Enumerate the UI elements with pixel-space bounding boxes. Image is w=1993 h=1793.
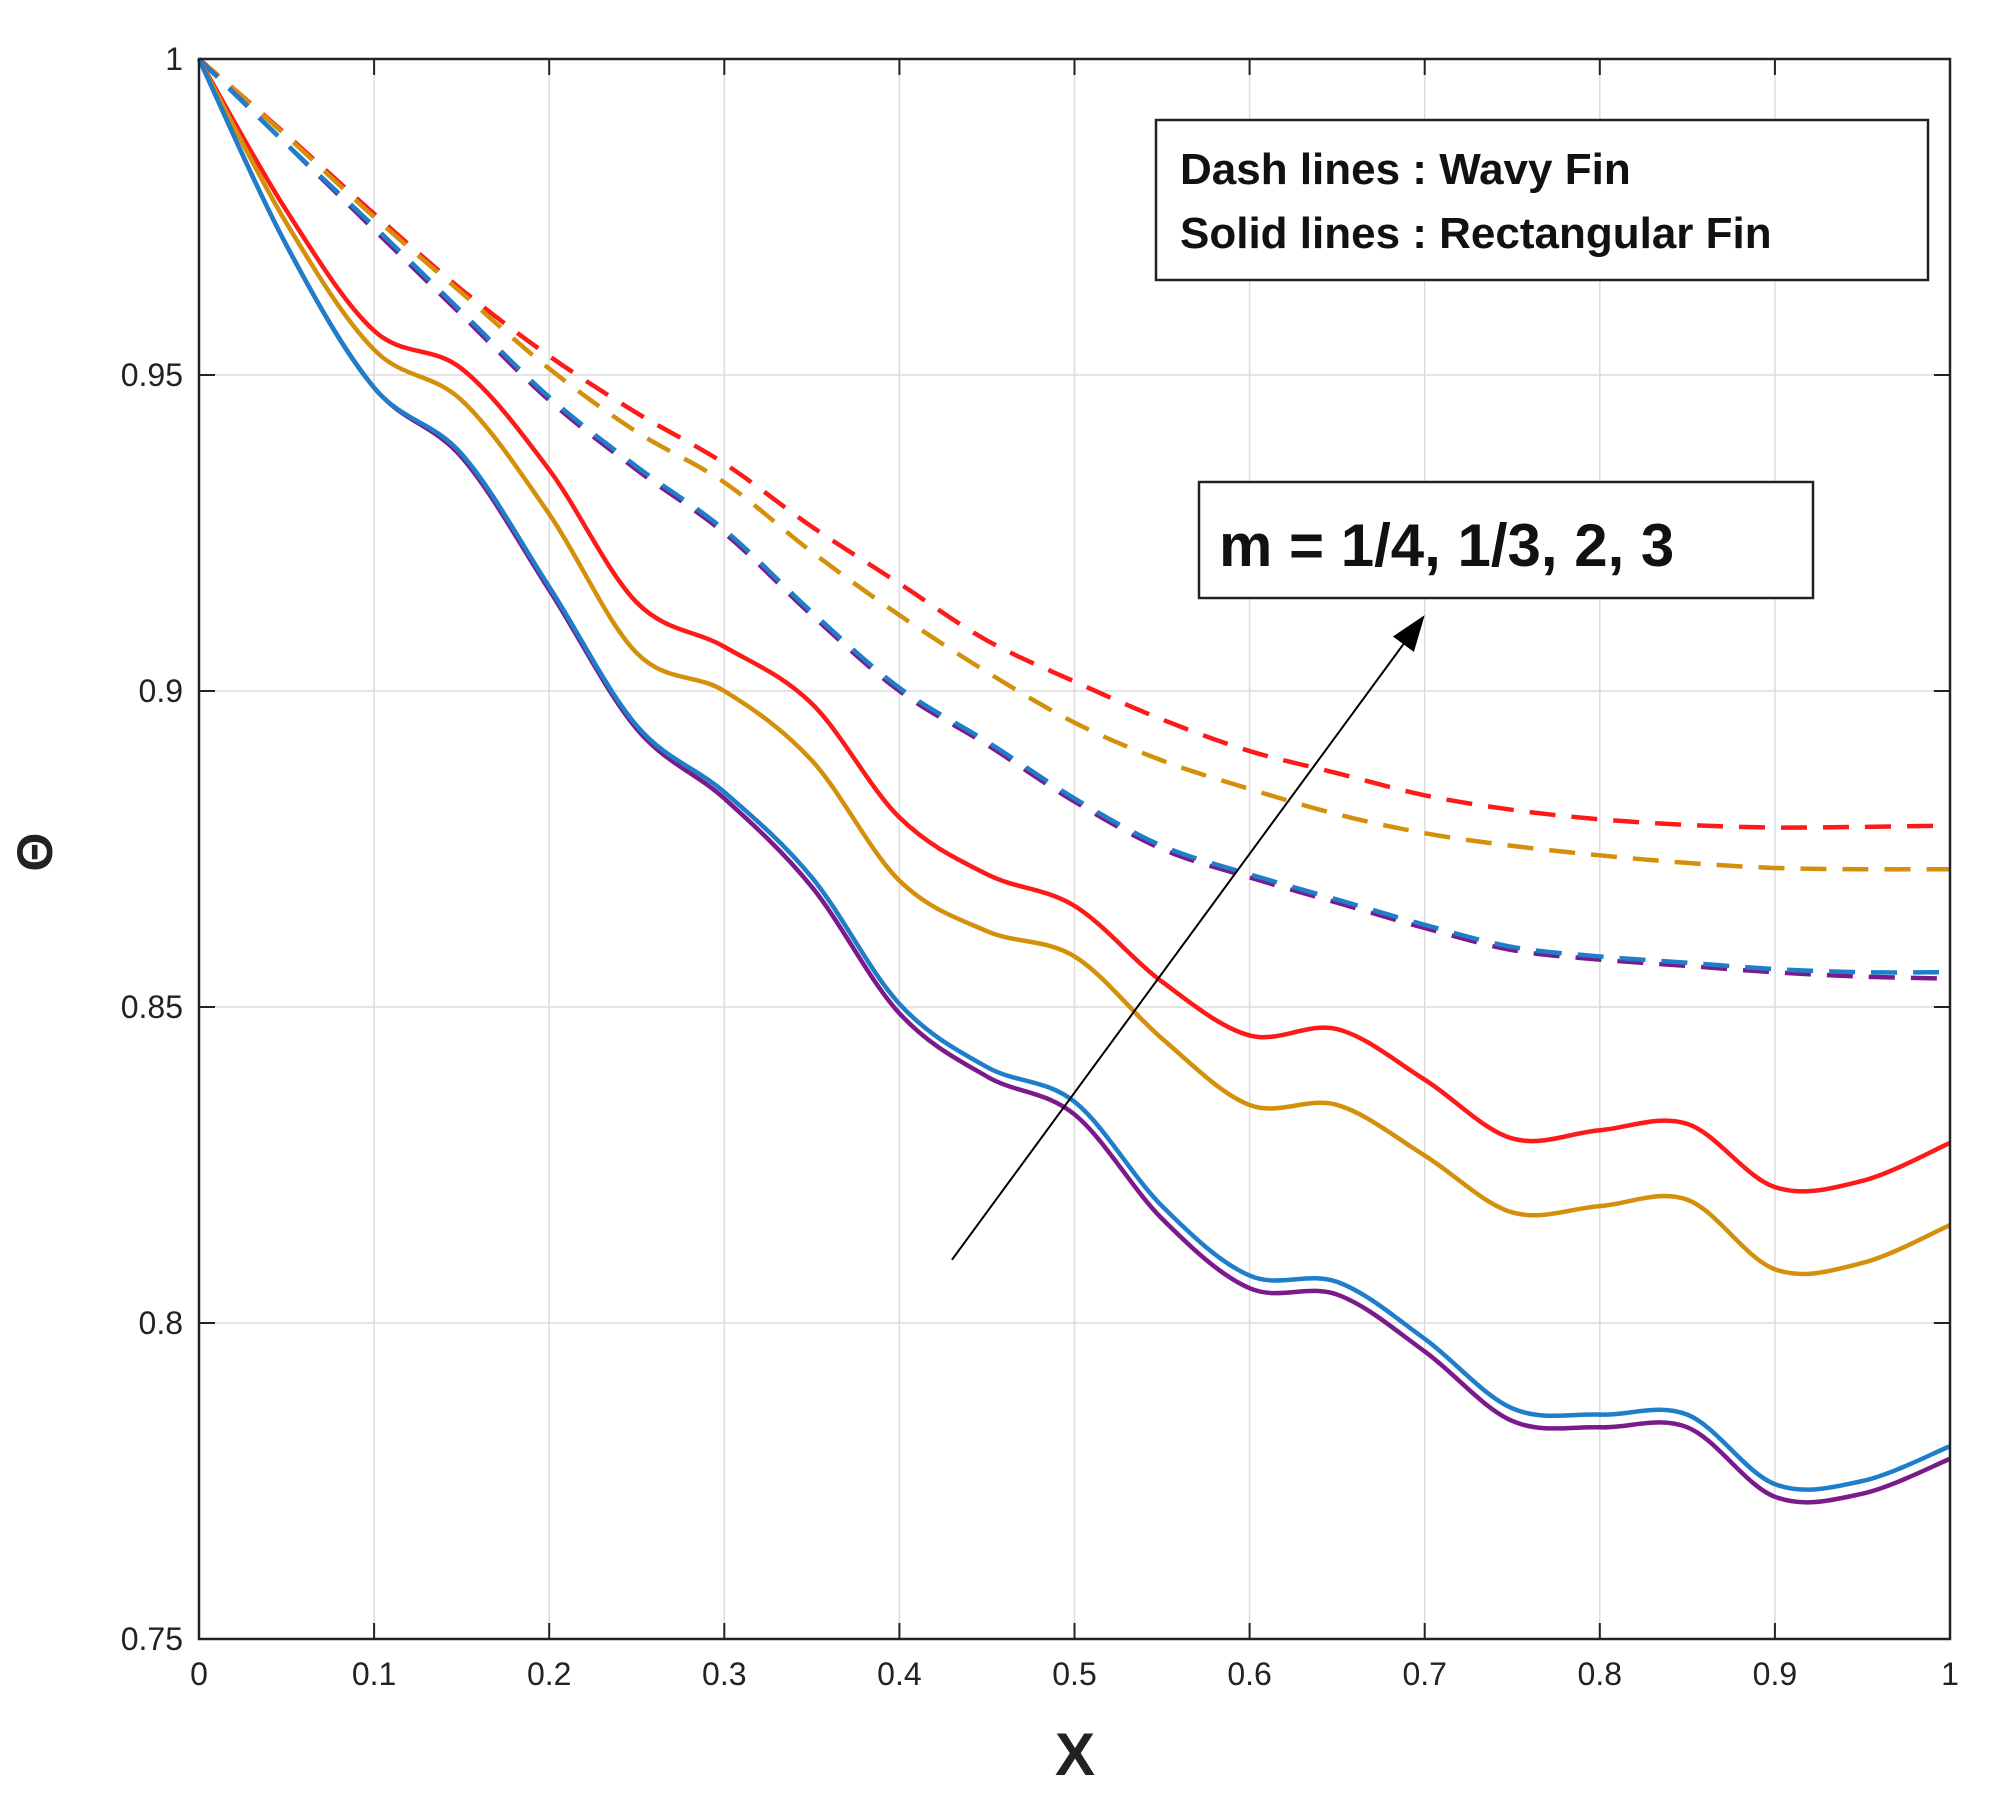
x-tick-label: 0.6 <box>1227 1656 1271 1692</box>
y-tick-label: 0.8 <box>139 1305 183 1341</box>
rectangular-fin-line-7 <box>196 58 1951 1492</box>
x-tick-label: 0.9 <box>1753 1656 1797 1692</box>
x-tick-label: 0.3 <box>702 1656 746 1692</box>
annotation: m = 1/4, 1/3, 2, 3 <box>951 480 1815 1261</box>
x-tick-label: 1 <box>1941 1656 1959 1692</box>
rectangular-fin-line-4 <box>197 57 1951 1194</box>
y-tick-label: 0.75 <box>121 1621 183 1657</box>
x-tick-label: 0.1 <box>352 1656 396 1692</box>
y-tick-labels: 0.75 0.8 0.85 0.9 0.95 1 <box>121 41 183 1657</box>
wavy-fin-line-3 <box>197 57 1951 975</box>
annotation-box <box>1197 480 1815 600</box>
wavy-fin-line-2 <box>197 57 1951 981</box>
x-tick-label: 0.4 <box>877 1656 921 1692</box>
rectangular-fin-line-5 <box>197 57 1951 1277</box>
x-tick-label: 0.5 <box>1052 1656 1096 1692</box>
annotation-arrow-line <box>951 643 1405 1261</box>
x-axis-title: X <box>1055 1721 1095 1788</box>
x-tick-label: 0.2 <box>527 1656 571 1692</box>
wavy-fin-series <box>197 57 1951 981</box>
axis-ticks <box>198 58 1951 1640</box>
y-tick-label: 0.9 <box>139 673 183 709</box>
y-tick-label: 0.85 <box>121 989 183 1025</box>
annotation-arrow-head <box>1392 615 1425 652</box>
legend-line-dash: Dash lines : Wavy Fin <box>1180 145 1631 194</box>
y-tick-label: 0.95 <box>121 357 183 393</box>
legend-box: Dash lines : Wavy Fin Solid lines : Rect… <box>1154 118 1930 282</box>
x-tick-label: 0.7 <box>1402 1656 1446 1692</box>
legend-frame <box>1154 118 1930 282</box>
annotation-text: m = 1/4, 1/3, 2, 3 <box>1219 512 1674 579</box>
x-tick-label: 0.8 <box>1578 1656 1622 1692</box>
x-tick-label: 0 <box>190 1656 208 1692</box>
legend-line-solid: Solid lines : Rectangular Fin <box>1180 209 1772 258</box>
y-tick-label: 1 <box>165 41 183 77</box>
rectangular-fin-series <box>196 57 1951 1505</box>
y-axis-title: Θ <box>7 833 63 872</box>
wavy-fin-line-1 <box>197 57 1951 872</box>
x-tick-labels: 0 0.1 0.2 0.3 0.4 0.5 0.6 0.7 0.8 0.9 1 <box>190 1656 1959 1692</box>
